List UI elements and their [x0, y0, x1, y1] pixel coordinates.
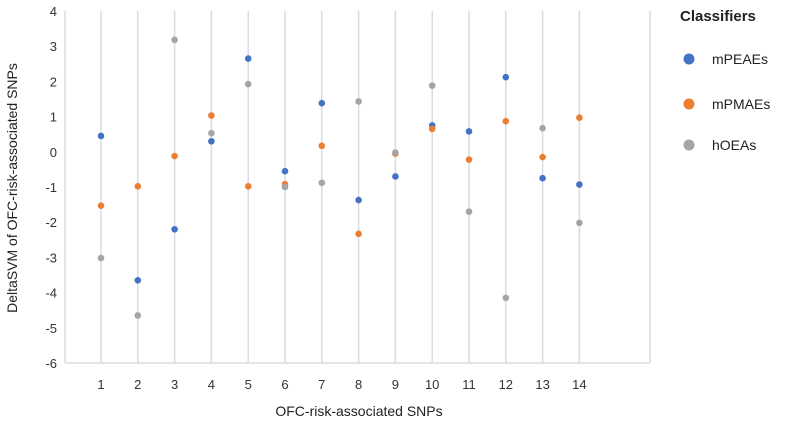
data-point-hOEAs — [171, 37, 178, 44]
x-tick-labels: 1 2 3 4 5 6 7 8 9 10 11 12 13 14 — [97, 377, 586, 392]
y-tick-label: 1 — [50, 110, 57, 125]
data-point-mPMAEs — [319, 143, 326, 150]
y-tick-label: -1 — [45, 180, 57, 195]
y-tick-label: -5 — [45, 321, 57, 336]
data-point-mPMAEs — [539, 154, 546, 161]
axes — [65, 11, 650, 363]
data-point-mPEAEs — [245, 55, 252, 62]
data-point-mPMAEs — [245, 183, 252, 190]
data-point-hOEAs — [98, 255, 105, 262]
data-point-mPMAEs — [355, 231, 362, 238]
scatter-chart: 43210-1-2-3-4-5-6 1 2 3 4 5 6 7 8 9 10 11 12 13 14 OF… — [0, 0, 789, 424]
data-point-mPEAEs — [98, 133, 105, 140]
data-point-hOEAs — [576, 220, 583, 227]
x-tick-label: 8 — [355, 377, 362, 392]
y-tick-label: -4 — [45, 286, 57, 301]
y-tick-label: -3 — [45, 250, 57, 265]
legend-label: hOEAs — [712, 137, 756, 153]
data-point-hOEAs — [319, 179, 326, 186]
x-tick-label: 9 — [392, 377, 399, 392]
x-tick-label: 4 — [208, 377, 215, 392]
data-point-mPEAEs — [171, 226, 178, 233]
data-point-mPMAEs — [135, 183, 142, 190]
data-point-mPMAEs — [503, 118, 510, 125]
data-point-hOEAs — [392, 149, 399, 156]
data-point-mPMAEs — [466, 156, 473, 163]
data-point-hOEAs — [282, 184, 289, 191]
y-axis-title: DeltaSVM of OFC-risk-associated SNPs — [4, 63, 20, 313]
legend: Classifiers mPEAEs mPMAEs hOEAs — [680, 8, 770, 153]
x-axis-title: OFC-risk-associated SNPs — [275, 403, 442, 419]
data-point-mPMAEs — [576, 114, 583, 121]
data-point-mPEAEs — [135, 277, 142, 284]
data-point-mPMAEs — [429, 126, 436, 133]
x-tick-label: 3 — [171, 377, 178, 392]
y-tick-label: 4 — [50, 4, 57, 19]
data-point-mPEAEs — [282, 168, 289, 175]
data-point-hOEAs — [539, 125, 546, 132]
x-tick-label: 13 — [535, 377, 549, 392]
x-tick-label: 1 — [97, 377, 104, 392]
data-point-hOEAs — [208, 130, 215, 137]
x-tick-label: 14 — [572, 377, 586, 392]
data-point-mPEAEs — [319, 100, 326, 107]
data-point-hOEAs — [355, 98, 362, 105]
legend-title: Classifiers — [680, 8, 756, 25]
data-points — [98, 37, 583, 319]
x-tick-label: 5 — [245, 377, 252, 392]
y-tick-label: 0 — [50, 145, 57, 160]
y-tick-label: 2 — [50, 74, 57, 89]
data-point-mPEAEs — [466, 128, 473, 135]
data-point-hOEAs — [503, 295, 510, 302]
data-point-hOEAs — [245, 81, 252, 88]
data-point-mPEAEs — [355, 197, 362, 204]
data-point-mPEAEs — [503, 74, 510, 81]
x-tick-label: 6 — [281, 377, 288, 392]
data-point-hOEAs — [466, 208, 473, 215]
legend-items: mPEAEs mPMAEs hOEAs — [684, 51, 771, 153]
legend-label: mPEAEs — [712, 51, 768, 67]
data-point-mPEAEs — [539, 175, 546, 182]
legend-marker — [684, 54, 695, 65]
data-point-mPEAEs — [208, 138, 215, 145]
x-tick-label: 12 — [499, 377, 513, 392]
y-tick-label: -6 — [45, 356, 57, 371]
y-tick-label: 3 — [50, 39, 57, 54]
data-point-mPMAEs — [171, 153, 178, 160]
legend-label: mPMAEs — [712, 96, 770, 112]
legend-marker — [684, 99, 695, 110]
data-point-mPEAEs — [576, 181, 583, 188]
data-point-mPEAEs — [392, 173, 399, 180]
x-tick-label: 7 — [318, 377, 325, 392]
y-tick-label: -2 — [45, 215, 57, 230]
x-tick-label: 2 — [134, 377, 141, 392]
data-point-mPMAEs — [98, 202, 105, 209]
data-point-mPMAEs — [208, 112, 215, 119]
gridlines — [101, 11, 650, 363]
data-point-hOEAs — [429, 82, 436, 89]
x-tick-label: 10 — [425, 377, 439, 392]
legend-marker — [684, 140, 695, 151]
y-tick-labels: 4 3 2 1 0 -1 -2 -3 -4 -5 -6 — [45, 4, 57, 371]
data-point-hOEAs — [135, 312, 142, 319]
x-tick-label: 11 — [462, 377, 476, 392]
